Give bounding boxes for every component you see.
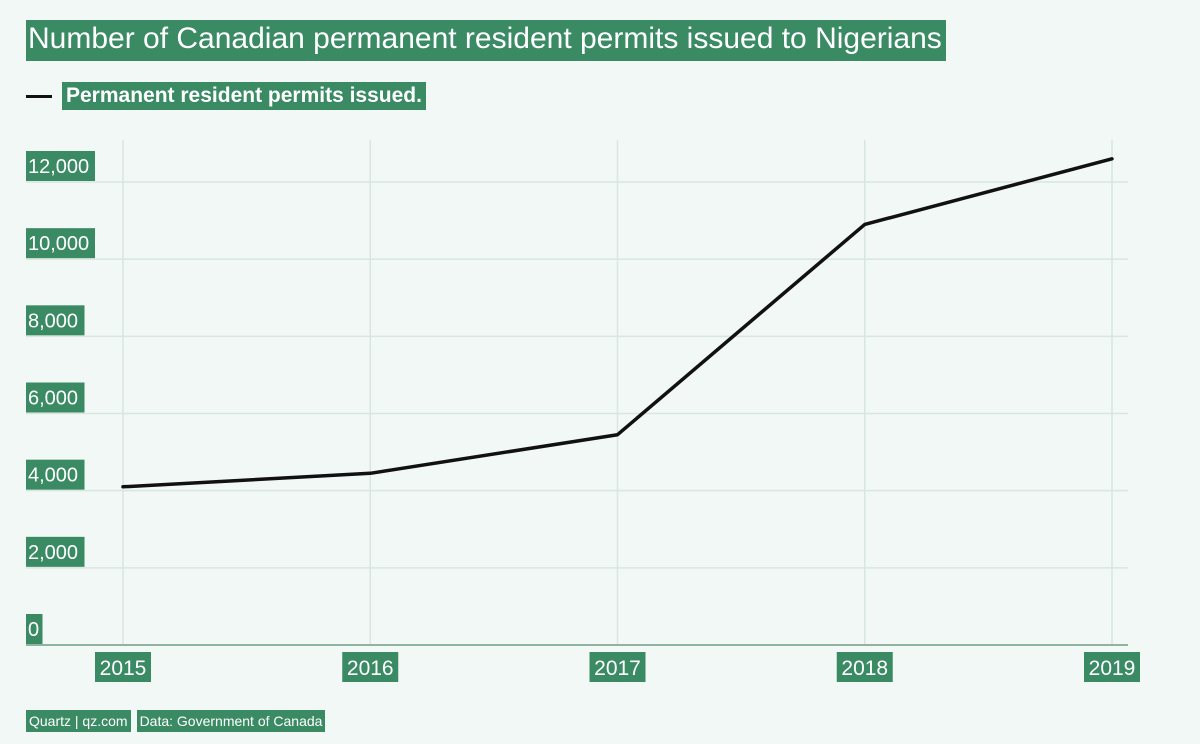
x-tick-labels: 2015 2016 2017 2018 2019 bbox=[95, 652, 1140, 682]
y-tick-label-bg bbox=[26, 536, 85, 567]
x-tick-label-bg bbox=[589, 652, 646, 682]
vertical-grid bbox=[122, 140, 1113, 645]
y-tick-label-bg bbox=[26, 228, 95, 259]
y-tick-label-bg bbox=[26, 459, 85, 490]
source-data: Data: Government of Canada bbox=[136, 710, 326, 733]
y-tick-label: 4,000 bbox=[28, 465, 78, 487]
series-group bbox=[121, 157, 1114, 489]
x-tick-label: 2015 bbox=[100, 657, 147, 680]
x-tick-label-bg bbox=[342, 652, 399, 682]
x-tick-label: 2017 bbox=[594, 657, 641, 680]
x-tick-label-bg bbox=[1084, 652, 1140, 682]
y-tick-label-bg bbox=[26, 151, 95, 181]
chart-title: Number of Canadian permanent resident pe… bbox=[26, 20, 946, 61]
x-tick-label: 2018 bbox=[841, 657, 888, 680]
y-tick-label: 0 bbox=[28, 619, 39, 641]
x-tick-label: 2019 bbox=[1089, 657, 1136, 680]
legend: Permanent resident permits issued. bbox=[26, 80, 426, 112]
x-tick-label-bg bbox=[836, 652, 893, 682]
y-tick-label: 6,000 bbox=[28, 388, 78, 410]
legend-label: Permanent resident permits issued. bbox=[62, 81, 426, 111]
y-tick-label-bg bbox=[26, 382, 85, 413]
x-tick-label: 2016 bbox=[347, 657, 394, 680]
source-footer: Quartz | qz.com Data: Government of Cana… bbox=[26, 710, 326, 733]
source-brand: Quartz | qz.com bbox=[26, 710, 131, 733]
y-tick-labels: 0 2,000 4,000 6,000 8,000 10,000 12,000 bbox=[26, 151, 95, 644]
y-tick-label: 10,000 bbox=[28, 233, 89, 255]
y-tick-label: 2,000 bbox=[28, 542, 78, 564]
y-tick-label-bg bbox=[26, 614, 43, 644]
y-tick-label-bg bbox=[26, 305, 85, 336]
y-tick-label: 8,000 bbox=[28, 310, 78, 332]
y-tick-label: 12,000 bbox=[28, 156, 89, 178]
legend-line-swatch bbox=[26, 94, 52, 98]
x-tick-label-bg bbox=[95, 652, 151, 682]
horizontal-grid bbox=[26, 181, 1128, 569]
